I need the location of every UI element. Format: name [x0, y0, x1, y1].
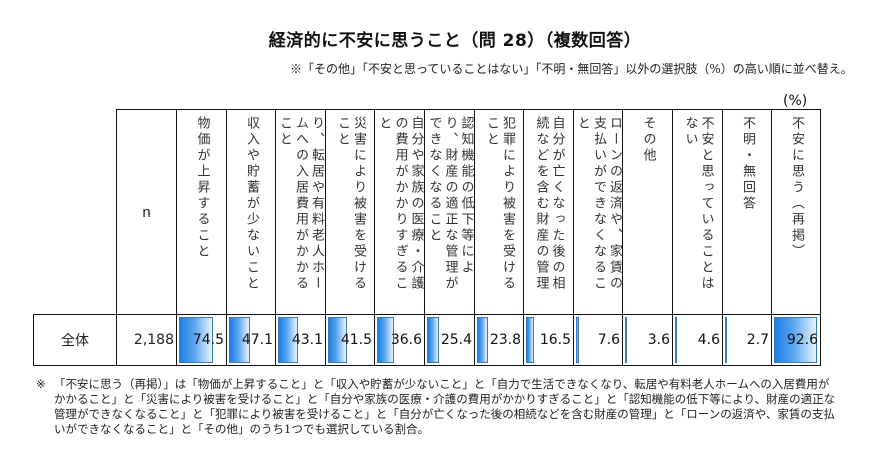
- column-header: 不明・無回答: [722, 109, 771, 314]
- value-label: 2.7: [746, 332, 769, 348]
- value-cell: 47.1: [226, 314, 275, 366]
- value-label: 25.4: [440, 332, 472, 348]
- value-label: 16.5: [539, 332, 571, 348]
- column-header: 自力で生活できなくなり、転居や有料老人ホームへの入居費用がかかること: [275, 109, 340, 314]
- column-header-label: 物価が上昇すること: [194, 116, 210, 260]
- value-cell: 92.6: [771, 314, 821, 366]
- footnote: ※ 「不安に思う（再掲）」は「物価が上昇すること」と「収入や貯蓄が少ないこと」と…: [36, 377, 836, 437]
- column-header: 自分や家族の医療・介護の費用がかかりすぎること: [374, 109, 424, 314]
- value-label: 23.8: [489, 332, 521, 348]
- value-cell: 16.5: [523, 314, 573, 366]
- column-header-label: 犯罪により被害を受けること: [484, 116, 515, 292]
- value-cell: 36.6: [374, 314, 424, 366]
- value-cell: 23.8: [474, 314, 523, 366]
- column-header: 災害により被害を受けること: [325, 109, 374, 314]
- column-header-label: 不安に思う（再掲）: [789, 116, 804, 260]
- value-bar: [278, 317, 298, 363]
- value-bar: [179, 317, 214, 363]
- column-header: ローンの返済や、家賃の支払いができなくなること: [573, 109, 622, 314]
- value-label: 41.5: [340, 332, 372, 348]
- value-cell: 43.1: [275, 314, 325, 366]
- value-label: 7.6: [597, 332, 620, 348]
- value-bar: [229, 317, 251, 363]
- column-header-label: 不安と思っていることはない: [682, 116, 714, 292]
- header-n-label: n: [142, 203, 151, 221]
- column-header-label: 災害により被害を受けること: [335, 116, 366, 292]
- value-bar: [675, 317, 678, 363]
- column-header-label: 不明・無回答: [740, 116, 755, 212]
- row-n-cell: 2,188: [116, 314, 176, 366]
- value-cell: 2.7: [722, 314, 771, 366]
- value-bar: [774, 317, 817, 363]
- column-header-label: 収入や貯蓄が少ないこと: [244, 116, 259, 292]
- column-header-label: 認知機能の低下等により、財産の適正な管理ができなくなること: [426, 116, 474, 292]
- value-bar: [725, 317, 727, 363]
- footnote-text: 「不安に思う（再掲）」は「物価が上昇すること」と「収入や貯蓄が少ないこと」と「自…: [54, 377, 836, 436]
- row-label: 全体: [61, 333, 89, 349]
- column-header-label: 自分が亡くなった後の相続などを含む財産の管理: [533, 116, 565, 292]
- column-header: 不安と思っていることはない: [672, 109, 722, 314]
- column-header: 認知機能の低下等により、財産の適正な管理ができなくなること: [424, 109, 474, 314]
- value-cell: 25.4: [424, 314, 474, 366]
- value-label: 3.6: [647, 332, 670, 348]
- value-cell: 41.5: [325, 314, 374, 366]
- value-cell: 3.6: [622, 314, 672, 366]
- value-bar: [477, 317, 488, 363]
- value-bar: [625, 317, 627, 363]
- column-header: 犯罪により被害を受けること: [474, 109, 523, 314]
- value-cell: 4.6: [672, 314, 722, 366]
- value-bar: [328, 317, 347, 363]
- value-cell: 7.6: [573, 314, 622, 366]
- column-header-label: 自分や家族の医療・介護の費用がかかりすぎること: [376, 116, 424, 292]
- value-bar: [526, 317, 534, 363]
- column-header: その他: [622, 109, 672, 314]
- value-label: 74.5: [192, 332, 224, 348]
- value-cell: 74.5: [176, 314, 226, 366]
- value-bar: [377, 317, 394, 363]
- column-header: 収入や貯蓄が少ないこと: [226, 109, 275, 314]
- column-header-label: ローンの返済や、家賃の支払いができなくなること: [575, 116, 622, 292]
- value-label: 36.6: [390, 332, 422, 348]
- sort-note: ※「その他」「不安と思っていることはない」「不明・無回答」以外の選択肢（%）の高…: [290, 62, 853, 76]
- value-label: 92.6: [786, 332, 818, 348]
- column-header: 自分が亡くなった後の相続などを含む財産の管理: [523, 109, 573, 314]
- value-label: 4.6: [697, 332, 720, 348]
- footnote-mark: ※: [36, 377, 46, 391]
- row-label-cell: 全体: [33, 314, 116, 366]
- chart-title: 経済的に不安に思うこと（問 28）（複数回答）: [268, 31, 642, 51]
- value-bar: [576, 317, 580, 363]
- value-bar: [427, 317, 439, 363]
- row-n-value: 2,188: [133, 332, 174, 348]
- column-header-label: その他: [640, 116, 656, 164]
- value-label: 47.1: [241, 332, 273, 348]
- column-header: 物価が上昇すること: [176, 109, 226, 314]
- value-label: 43.1: [291, 332, 323, 348]
- column-header: 不安に思う（再掲）: [771, 109, 821, 314]
- header-n: n: [116, 109, 176, 314]
- unit-label: (%): [783, 93, 808, 109]
